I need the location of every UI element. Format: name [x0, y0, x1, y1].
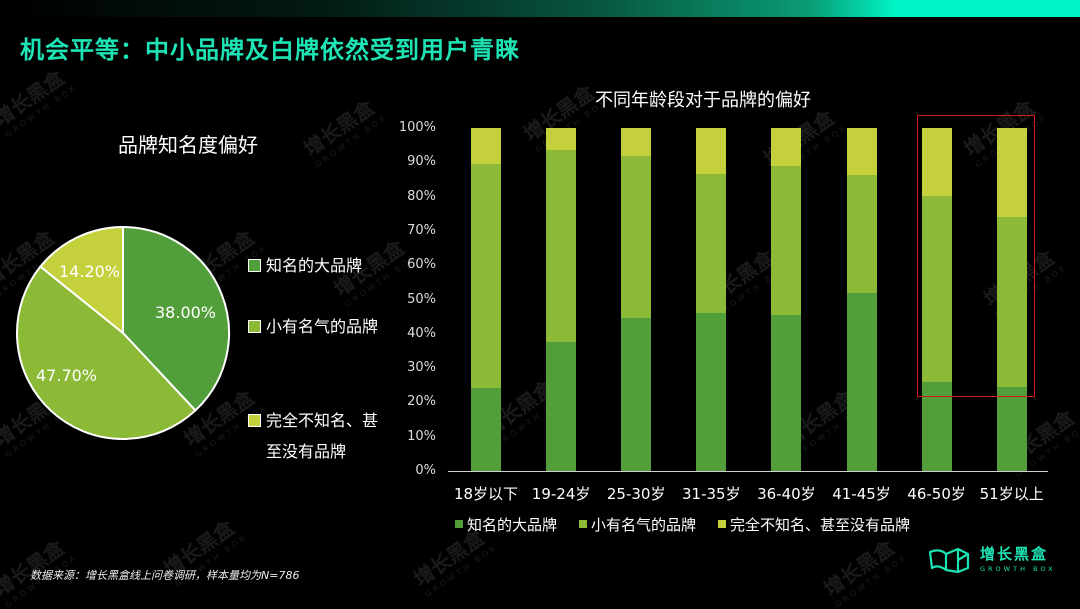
- y-tick-label: 60%: [407, 257, 436, 273]
- bar-segment: [846, 175, 877, 293]
- legend-swatch-famous: [248, 259, 261, 272]
- bar-segment: [471, 388, 501, 471]
- source-note: 数据来源：增长黑盒线上问卷调研，样本量均为N=786: [30, 569, 300, 582]
- legend-label: 完全不知名、甚至没有品牌: [730, 516, 911, 534]
- y-tick-label: 40%: [407, 325, 436, 341]
- pie-legend-item-famous: 知名的大品牌: [248, 252, 396, 280]
- bar-segment: [546, 149, 577, 343]
- legend-swatch: [579, 520, 588, 528]
- pie-legend-item-known: 小有名气的品牌: [248, 313, 396, 341]
- x-tick-label: 41-45岁: [832, 485, 891, 503]
- page-title: 机会平等：中小品牌及白牌依然受到用户青睐: [20, 36, 520, 64]
- stacked-bar: [471, 128, 501, 471]
- y-tick-label: 100%: [398, 120, 436, 135]
- top-gradient-bar: [0, 0, 1080, 17]
- legend-swatch-unknown: [248, 414, 261, 427]
- pie-label-unknown: 14.20%: [59, 262, 121, 281]
- bar-segment: [546, 128, 577, 150]
- pie-chart: [16, 225, 230, 440]
- bar-legend-item: 知名的大品牌: [455, 514, 557, 535]
- bar-segment: [996, 386, 1027, 471]
- bar-segment: [996, 216, 1027, 387]
- bar-segment: [621, 318, 652, 471]
- bar-segment: [696, 128, 727, 175]
- bar-segment: [621, 128, 652, 156]
- y-tick-label: 90%: [407, 154, 436, 170]
- pie-label-known: 47.70%: [36, 366, 98, 385]
- pie-slice: [122, 225, 230, 412]
- x-tick-label: 51岁以上: [979, 485, 1044, 503]
- legend-swatch: [455, 520, 463, 528]
- stacked-bar: [771, 128, 802, 471]
- stacked-bar: [996, 128, 1027, 471]
- y-tick-label: 0%: [415, 463, 436, 478]
- bar-segment: [621, 155, 652, 319]
- x-axis-line: [448, 471, 1048, 472]
- bar-segment: [471, 128, 501, 164]
- y-tick-label: 80%: [407, 188, 436, 204]
- stacked-bar: [621, 128, 652, 471]
- x-tick-label: 19-24岁: [531, 485, 591, 503]
- legend-label: 小有名气的品牌: [591, 516, 697, 534]
- legend-swatch-known: [248, 320, 261, 333]
- x-tick-label: 25-30岁: [606, 485, 666, 503]
- logo-subtitle: GROWTH BOX: [980, 565, 1056, 573]
- bar-chart-title: 不同年龄段对于品牌的偏好: [595, 90, 811, 111]
- y-tick-label: 20%: [407, 394, 436, 410]
- stacked-bar: [696, 128, 727, 471]
- growth-box-logo-icon: [928, 547, 970, 574]
- pie-chart-title: 品牌知名度偏好: [118, 133, 258, 157]
- bar-segment: [771, 128, 802, 167]
- pie-label-famous: 38.00%: [155, 303, 217, 322]
- pie-slice: [16, 265, 197, 440]
- bar-segment: [546, 342, 577, 471]
- pie-legend-item-unknown: 完全不知名、甚 至没有品牌: [248, 374, 396, 467]
- x-tick-label: 31-35岁: [682, 485, 741, 503]
- bar-segment: [846, 292, 877, 471]
- bar-segment: [696, 174, 727, 313]
- bar-segment: [921, 128, 952, 196]
- bar-legend-item: 小有名气的品牌: [579, 514, 696, 535]
- x-tick-label: 36-40岁: [757, 485, 816, 503]
- pie-slice: [39, 225, 124, 336]
- logo-name: 增长黑盒: [980, 545, 1049, 563]
- bar-segment: [471, 163, 501, 388]
- stacked-bar: [846, 128, 877, 471]
- bar-segment: [696, 312, 727, 471]
- highlight-box-older-groups: [917, 115, 1035, 397]
- x-tick-label: 18岁以下: [453, 485, 519, 503]
- bar-legend: 知名的大品牌 小有名气的品牌 完全不知名、甚至没有品牌: [455, 514, 932, 535]
- bar-segment: [996, 128, 1027, 217]
- brand-logo: 增长黑盒 GROWTH BOX: [928, 545, 1068, 576]
- y-tick-label: 70%: [407, 222, 436, 238]
- legend-label: 知名的大品牌: [467, 516, 558, 534]
- y-tick-label: 50%: [407, 291, 436, 307]
- stacked-bar: [546, 128, 577, 471]
- bar-segment: [771, 314, 802, 471]
- y-tick-label: 30%: [407, 360, 436, 376]
- legend-swatch: [718, 520, 727, 528]
- bar-segment: [771, 166, 802, 315]
- bar-segment: [921, 195, 952, 383]
- x-tick-label: 46-50岁: [907, 485, 966, 503]
- y-tick-label: 10%: [407, 428, 436, 444]
- bar-legend-item: 完全不知名、甚至没有品牌: [718, 514, 910, 535]
- bar-segment: [846, 128, 877, 176]
